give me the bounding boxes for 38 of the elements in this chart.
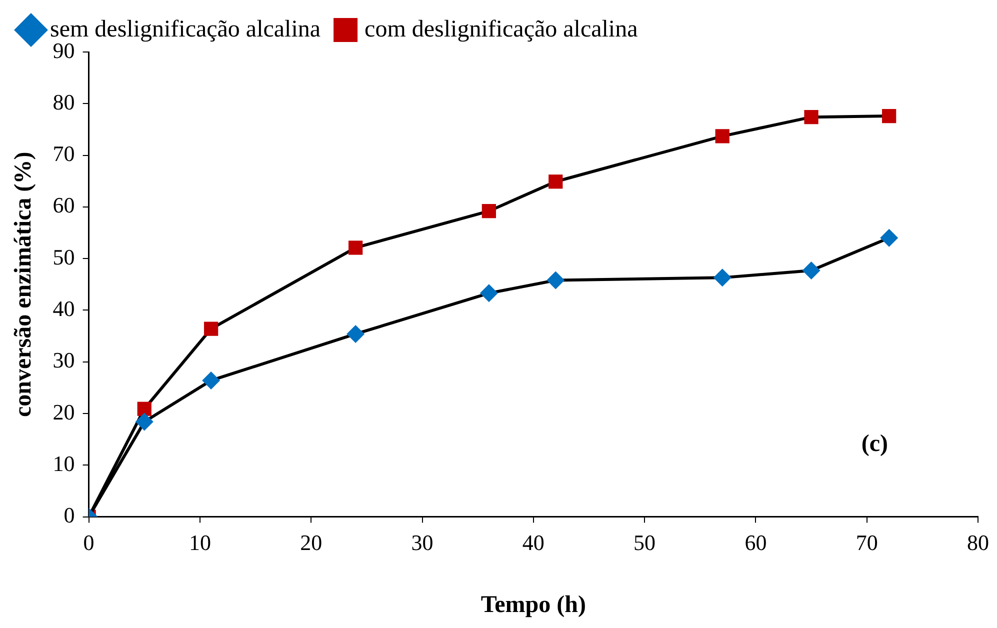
x-tick-label: 60	[744, 530, 767, 555]
point	[880, 228, 898, 247]
x-tick-label: 80	[967, 530, 989, 555]
x-tick-label: 40	[522, 530, 544, 555]
x-tick-label: 50	[634, 530, 656, 555]
point	[804, 110, 818, 124]
x-tick-label: 70	[856, 530, 878, 555]
x-tick-label: 30	[411, 530, 434, 555]
y-tick-label: 40	[52, 296, 75, 322]
y-axis-title: conversão enzimática (%)	[10, 152, 37, 418]
y-tick-label: 70	[52, 141, 75, 166]
legend-label: com deslignificação alcalina	[364, 16, 638, 42]
point	[548, 174, 563, 189]
x-tick-label: 10	[188, 530, 211, 555]
y-tick-label: 0	[64, 502, 75, 528]
point	[802, 261, 820, 280]
x-tick-label: 0	[83, 530, 94, 555]
y-tick-label: 20	[52, 399, 75, 424]
y-tick-label: 60	[52, 192, 75, 218]
annotation: (c)	[861, 431, 888, 458]
point	[713, 268, 732, 287]
x-axis-title: Tempo (h)	[480, 592, 586, 618]
point	[348, 240, 363, 255]
point	[135, 412, 154, 431]
y-tick-label: 10	[52, 450, 75, 476]
x-tick-label: 20	[300, 530, 322, 555]
point	[546, 271, 565, 290]
y-tick-label: 80	[52, 89, 75, 114]
point	[346, 324, 365, 343]
y-tick-label: 30	[52, 348, 75, 373]
y-tick-label: 50	[52, 244, 75, 270]
point	[137, 402, 152, 416]
point	[204, 322, 218, 336]
point	[202, 371, 220, 390]
point	[882, 108, 896, 124]
point	[480, 284, 498, 302]
point	[482, 204, 496, 218]
point	[715, 129, 730, 144]
